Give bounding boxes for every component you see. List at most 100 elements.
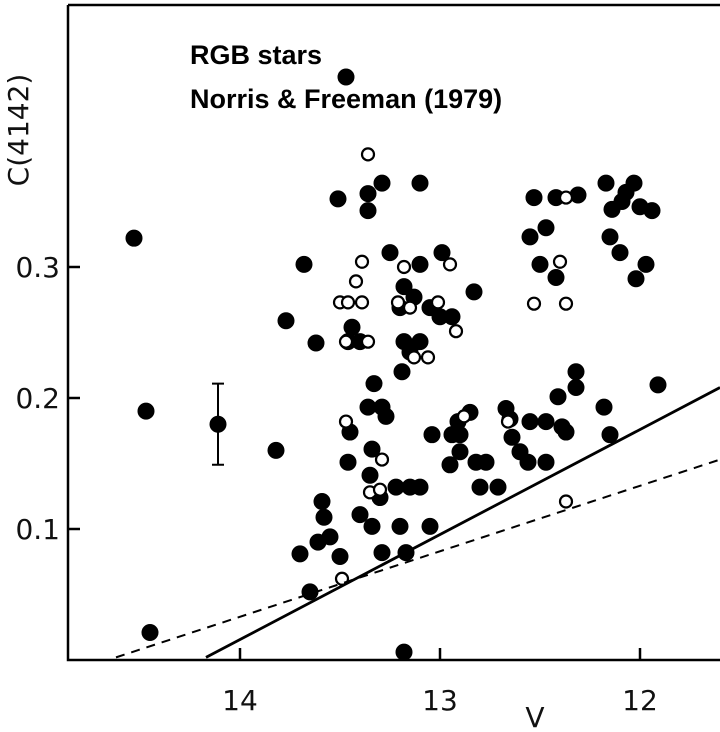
filled-point bbox=[359, 202, 377, 220]
filled-point bbox=[443, 308, 461, 326]
solid-line bbox=[205, 386, 720, 659]
filled-point bbox=[295, 255, 313, 273]
filled-point bbox=[377, 407, 395, 425]
filled-point bbox=[373, 174, 391, 192]
filled-point bbox=[363, 517, 381, 535]
open-point bbox=[402, 300, 418, 315]
open-point bbox=[448, 324, 464, 339]
filled-point bbox=[465, 283, 483, 301]
filled-point bbox=[521, 413, 539, 431]
filled-point bbox=[393, 363, 411, 381]
open-point bbox=[374, 452, 390, 467]
open-point bbox=[558, 494, 574, 509]
open-point bbox=[360, 334, 376, 349]
open-point bbox=[354, 254, 370, 269]
y-tick-label: 0.2 bbox=[15, 382, 60, 415]
filled-point bbox=[537, 219, 555, 237]
open-point bbox=[372, 482, 388, 497]
filled-point bbox=[637, 255, 655, 273]
chart-subtitle: Norris & Freeman (1979) bbox=[190, 84, 502, 114]
filled-point bbox=[549, 388, 567, 406]
x-tick-label: 14 bbox=[222, 684, 258, 717]
filled-point bbox=[411, 478, 429, 496]
filled-point bbox=[209, 415, 227, 433]
filled-point bbox=[627, 270, 645, 288]
filled-point bbox=[411, 174, 429, 192]
filled-point bbox=[613, 193, 631, 210]
filled-point bbox=[567, 363, 585, 381]
chart-title: RGB stars bbox=[190, 40, 322, 70]
open-point bbox=[360, 147, 376, 162]
filled-point bbox=[531, 255, 549, 273]
filled-point bbox=[359, 185, 377, 203]
dashed-line bbox=[115, 458, 720, 659]
filled-point bbox=[519, 453, 537, 471]
open-point bbox=[348, 274, 364, 289]
filled-point bbox=[391, 517, 409, 535]
filled-point bbox=[611, 244, 629, 262]
filled-point bbox=[433, 244, 451, 262]
filled-point bbox=[137, 402, 155, 420]
filled-point bbox=[343, 318, 361, 336]
filled-point bbox=[477, 453, 495, 471]
x-tick-label: 12 bbox=[622, 684, 658, 717]
filled-point bbox=[141, 623, 159, 641]
filled-point bbox=[361, 466, 379, 484]
filled-point bbox=[395, 643, 413, 661]
filled-point bbox=[331, 548, 349, 566]
filled-point bbox=[381, 244, 399, 262]
filled-point bbox=[595, 398, 613, 416]
filled-point bbox=[649, 376, 667, 394]
filled-point bbox=[503, 428, 521, 446]
filled-point bbox=[451, 443, 469, 461]
filled-point bbox=[277, 312, 295, 330]
open-point bbox=[420, 350, 436, 365]
filled-point bbox=[291, 545, 309, 563]
filled-point bbox=[537, 453, 555, 471]
open-point bbox=[338, 334, 354, 349]
open-point bbox=[558, 296, 574, 311]
filled-point bbox=[525, 189, 543, 207]
open-point bbox=[558, 190, 574, 205]
y-axis-label: C(4142) bbox=[2, 74, 35, 187]
filled-point bbox=[329, 190, 347, 208]
filled-point bbox=[489, 478, 507, 496]
axis-frame bbox=[66, 3, 720, 662]
filled-point bbox=[557, 423, 575, 441]
filled-point bbox=[643, 202, 661, 220]
x-tick-label: 13 bbox=[422, 684, 458, 717]
filled-point bbox=[537, 413, 555, 431]
filled-point bbox=[567, 379, 585, 397]
filled-point bbox=[267, 441, 285, 459]
filled-point bbox=[337, 68, 355, 86]
filled-point bbox=[373, 544, 391, 562]
filled-point bbox=[421, 517, 439, 535]
y-tick-label: 0.1 bbox=[15, 513, 60, 546]
filled-point bbox=[313, 492, 331, 510]
open-point bbox=[338, 414, 354, 429]
open-point bbox=[390, 295, 406, 310]
filled-point bbox=[307, 334, 325, 352]
open-point bbox=[500, 414, 516, 429]
open-point bbox=[552, 254, 568, 269]
filled-point bbox=[521, 228, 539, 246]
filled-point bbox=[365, 375, 383, 393]
filled-point bbox=[597, 174, 615, 192]
filled-point bbox=[125, 229, 143, 247]
filled-point bbox=[471, 478, 489, 496]
open-point bbox=[526, 296, 542, 311]
open-point bbox=[430, 295, 446, 310]
open-point bbox=[340, 295, 356, 310]
filled-point bbox=[411, 255, 429, 273]
open-point bbox=[442, 257, 458, 272]
filled-point bbox=[601, 228, 619, 246]
filled-point bbox=[315, 508, 333, 526]
x-axis-label: V bbox=[525, 701, 544, 732]
open-point bbox=[396, 259, 412, 275]
filled-point bbox=[441, 456, 459, 474]
filled-point bbox=[351, 506, 369, 524]
open-point bbox=[354, 295, 370, 310]
